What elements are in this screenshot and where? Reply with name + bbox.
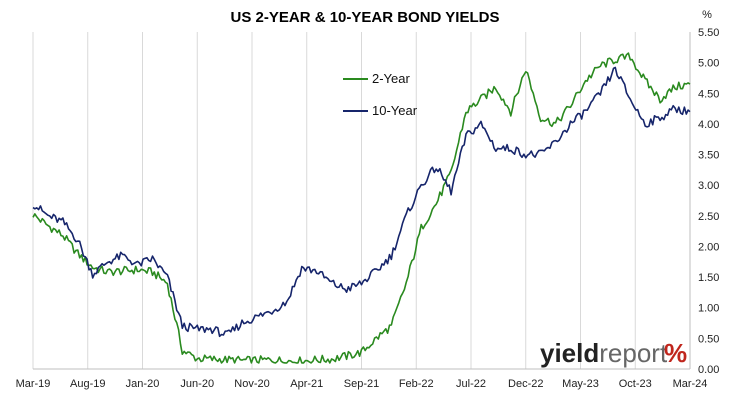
series-line-0 (32, 52, 691, 364)
y-tick-label: 0.00 (698, 364, 719, 376)
y-axis-ticks: 0.00 0.50 1.00 1.50 2.00 2.50 3.00 3.50 4.00 4.50… (698, 27, 719, 376)
x-axis-ticks: Mar-19 Aug-19 Jan-20 Jun-20 Nov-20 Apr-21 Sep-… (16, 378, 708, 390)
y-tick-label: 3.00 (698, 180, 719, 192)
series-line-1 (32, 66, 691, 338)
y-tick-label: 5.50 (698, 27, 719, 39)
svg-text:yieldreport: yieldreport (540, 338, 668, 368)
y-tick-label: 5.00 (698, 58, 719, 70)
x-tick-label: Mar-19 (16, 378, 51, 390)
y-tick-label: 1.00 (698, 303, 719, 315)
x-tick-label: Jul-22 (456, 378, 486, 390)
y-tick-label: 4.00 (698, 119, 719, 131)
svg-text:%: % (664, 338, 687, 368)
chart-title: US 2-YEAR & 10-YEAR BOND YIELDS (231, 9, 500, 26)
y-tick-label: 1.50 (698, 272, 719, 284)
x-tick-label: Nov-20 (234, 378, 269, 390)
x-tick-label: Dec-22 (508, 378, 543, 390)
y-tick-label: 3.50 (698, 150, 719, 162)
y-tick-label: 2.50 (698, 211, 719, 223)
y-tick-label: 2.00 (698, 241, 719, 253)
x-tick-label: Feb-22 (399, 378, 434, 390)
series-lines (32, 52, 691, 364)
legend: 2-Year 10-Year (343, 71, 418, 118)
gridlines (32, 32, 691, 370)
legend-label: 10-Year (372, 103, 418, 118)
x-tick-label: Mar-24 (673, 378, 708, 390)
x-tick-label: Sep-21 (344, 378, 379, 390)
x-tick-label: Jun-20 (180, 378, 214, 390)
y-tick-label: 4.50 (698, 88, 719, 100)
legend-label: 2-Year (372, 71, 410, 86)
x-tick-label: May-23 (562, 378, 599, 390)
y-axis-unit: % (702, 9, 712, 21)
x-tick-label: Oct-23 (619, 378, 652, 390)
y-tick-label: 0.50 (698, 333, 719, 345)
x-tick-label: Aug-19 (70, 378, 105, 390)
x-tick-label: Apr-21 (290, 378, 323, 390)
yieldreport-logo: yieldreport % (540, 338, 687, 368)
x-tick-label: Jan-20 (126, 378, 160, 390)
